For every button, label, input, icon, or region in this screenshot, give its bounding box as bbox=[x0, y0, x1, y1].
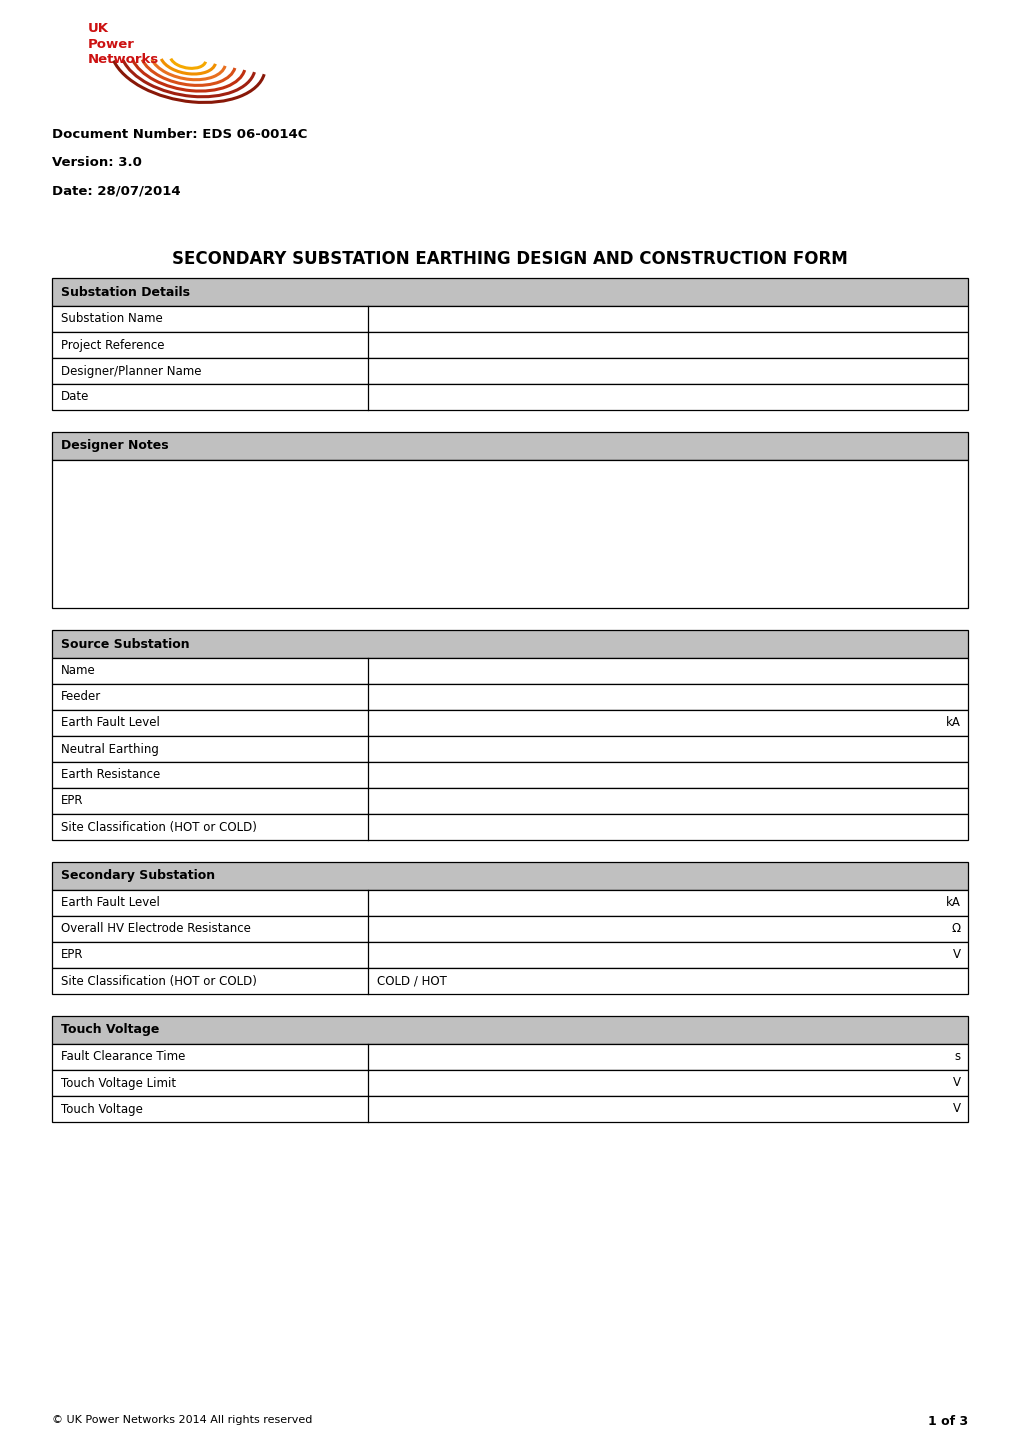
Text: Neutral Earthing: Neutral Earthing bbox=[61, 743, 159, 756]
Bar bbox=[52, 431, 967, 460]
Text: Fault Clearance Time: Fault Clearance Time bbox=[61, 1051, 185, 1063]
Text: © UK Power Networks 2014 All rights reserved: © UK Power Networks 2014 All rights rese… bbox=[52, 1416, 312, 1426]
Text: 1 of 3: 1 of 3 bbox=[927, 1416, 967, 1429]
Bar bbox=[52, 736, 967, 762]
Text: SECONDARY SUBSTATION EARTHING DESIGN AND CONSTRUCTION FORM: SECONDARY SUBSTATION EARTHING DESIGN AND… bbox=[172, 250, 847, 268]
Text: s: s bbox=[954, 1051, 960, 1063]
Text: kA: kA bbox=[946, 717, 960, 730]
Text: Overall HV Electrode Resistance: Overall HV Electrode Resistance bbox=[61, 922, 251, 935]
Bar bbox=[52, 1016, 967, 1043]
Bar bbox=[52, 460, 967, 608]
Bar bbox=[52, 358, 967, 384]
Bar bbox=[52, 814, 967, 840]
Text: V: V bbox=[952, 1102, 960, 1115]
Text: Designer Notes: Designer Notes bbox=[61, 440, 168, 453]
Text: Earth Fault Level: Earth Fault Level bbox=[61, 896, 160, 909]
Bar bbox=[52, 306, 967, 332]
Text: Substation Details: Substation Details bbox=[61, 286, 190, 299]
Bar bbox=[52, 1043, 967, 1071]
Text: Document Number: EDS 06-0014C: Document Number: EDS 06-0014C bbox=[52, 128, 307, 141]
Bar bbox=[52, 710, 967, 736]
Text: Designer/Planner Name: Designer/Planner Name bbox=[61, 365, 202, 378]
Text: Source Substation: Source Substation bbox=[61, 638, 190, 651]
Bar bbox=[52, 684, 967, 710]
Bar bbox=[52, 788, 967, 814]
Bar bbox=[52, 916, 967, 942]
Text: Version: 3.0: Version: 3.0 bbox=[52, 156, 142, 169]
Text: Name: Name bbox=[61, 664, 96, 678]
Text: Secondary Substation: Secondary Substation bbox=[61, 870, 215, 883]
Text: EPR: EPR bbox=[61, 795, 84, 808]
Text: Site Classification (HOT or COLD): Site Classification (HOT or COLD) bbox=[61, 821, 257, 834]
Bar bbox=[52, 762, 967, 788]
Text: Site Classification (HOT or COLD): Site Classification (HOT or COLD) bbox=[61, 974, 257, 987]
Text: Ω: Ω bbox=[951, 922, 960, 935]
Text: kA: kA bbox=[946, 896, 960, 909]
Text: Feeder: Feeder bbox=[61, 691, 101, 704]
Text: EPR: EPR bbox=[61, 948, 84, 961]
Text: Earth Fault Level: Earth Fault Level bbox=[61, 717, 160, 730]
Text: COLD / HOT: COLD / HOT bbox=[377, 974, 446, 987]
Text: Touch Voltage Limit: Touch Voltage Limit bbox=[61, 1076, 176, 1089]
Bar bbox=[52, 278, 967, 306]
Text: Touch Voltage: Touch Voltage bbox=[61, 1023, 159, 1036]
Bar bbox=[52, 658, 967, 684]
Text: Project Reference: Project Reference bbox=[61, 339, 164, 352]
Bar bbox=[52, 942, 967, 968]
Bar bbox=[52, 1097, 967, 1123]
Bar bbox=[52, 332, 967, 358]
Text: V: V bbox=[952, 1076, 960, 1089]
Bar bbox=[52, 1071, 967, 1097]
Text: Date: 28/07/2014: Date: 28/07/2014 bbox=[52, 185, 180, 198]
Bar bbox=[52, 861, 967, 890]
Text: Touch Voltage: Touch Voltage bbox=[61, 1102, 143, 1115]
Bar bbox=[52, 631, 967, 658]
Bar bbox=[52, 968, 967, 994]
Bar bbox=[52, 384, 967, 410]
Text: V: V bbox=[952, 948, 960, 961]
Text: Date: Date bbox=[61, 391, 90, 404]
Text: UK
Power
Networks: UK Power Networks bbox=[88, 22, 159, 66]
Bar bbox=[52, 890, 967, 916]
Text: Substation Name: Substation Name bbox=[61, 313, 163, 326]
Text: Earth Resistance: Earth Resistance bbox=[61, 769, 160, 782]
